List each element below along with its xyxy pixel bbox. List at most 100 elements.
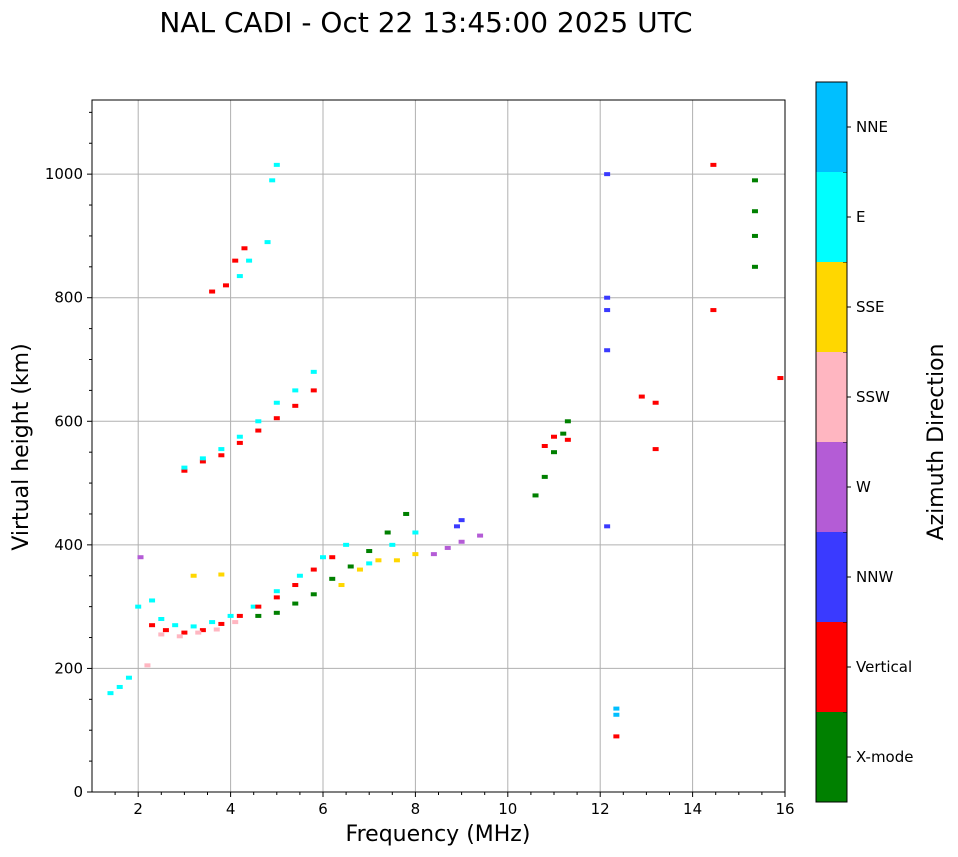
y-tick-label: 800 [54,289,83,307]
data-point-e [190,624,197,629]
x-axis-label: Frequency (MHz) [346,822,531,847]
data-point-nnw [604,524,611,529]
x-tick-label: 14 [683,800,702,818]
data-point-e [320,555,326,560]
data-point-ssw [176,634,183,639]
data-point-vertical [181,468,188,473]
data-point-vertical [638,394,645,399]
data-point-e [125,675,132,680]
x-tick-label: 16 [775,800,794,818]
data-point-x-mode [751,209,758,214]
data-point-x-mode [384,530,391,535]
data-point-x-mode [403,511,410,516]
data-point-e [135,604,142,609]
data-point-vertical [310,567,317,572]
data-point-sse [218,572,225,577]
y-tick-label: 0 [73,783,83,801]
data-point-vertical [236,440,243,445]
data-point-e [172,623,179,628]
colorbar-segment-sse [816,262,847,352]
data-point-ssw [158,632,165,637]
data-point-e [292,388,299,393]
data-point-e [218,447,225,452]
data-point-e [255,419,262,424]
data-point-vertical [273,595,280,600]
data-point-nnw [604,295,611,300]
colorbar-tick-label: SSE [856,298,885,316]
data-point-nne [613,712,620,717]
data-point-e [246,258,253,263]
data-point-x-mode [366,549,373,554]
data-point-vertical [710,162,717,167]
colorbar-tick-label: NNE [856,118,888,136]
colorbar-frame [815,81,848,803]
data-point-vertical [162,628,169,633]
data-point-vertical [232,258,239,263]
colorbar-segment-w [816,442,847,532]
y-tick-label: 400 [54,536,83,554]
data-point-vertical [255,604,262,609]
data-point-vertical [613,734,620,739]
data-point-x-mode [751,233,758,238]
x-tick-label: 2 [133,800,143,818]
data-point-e [209,620,216,625]
x-tick-label: 10 [498,800,517,818]
data-point-x-mode [255,613,262,618]
data-point-x-mode [541,474,548,479]
data-point-x-mode [751,264,758,269]
data-point-sse [338,583,345,588]
x-tick-label: 8 [411,800,421,818]
data-point-vertical [310,388,317,393]
colorbar-tick-label: E [856,208,865,226]
data-point-w [458,539,465,544]
x-axis-ticks: 2 4 6 8 10 12 14 16 [114,792,795,818]
data-point-x-mode [292,601,299,606]
colorbar-tick-label: W [856,478,871,496]
data-point-e [116,684,123,689]
data-point-w [477,533,484,538]
data-point-vertical [292,403,299,408]
colorbar-segment-x-mode [816,712,847,802]
colorbar-segment-vertical [816,622,847,712]
colorbar-segment-e [816,172,847,262]
data-point-x-mode [347,564,354,569]
colorbar-tick-label: SSW [856,388,890,406]
x-tick-label: 4 [226,800,236,818]
data-point-sse [190,573,197,578]
colorbar-segment-nne [816,82,847,172]
data-point-e [412,530,419,535]
data-point-x-mode [310,592,317,597]
data-point-e [389,542,396,547]
data-point-e [236,274,243,279]
data-point-e [273,589,280,594]
data-point-e [250,604,257,609]
data-marks [107,162,784,739]
data-point-e [310,369,317,374]
colorbar-segment-ssw [816,352,847,442]
data-point-vertical [181,630,188,635]
colorbar-segment-nnw [816,532,847,622]
data-point-vertical [652,400,659,405]
colorbar-tick-label: X-mode [856,748,913,766]
data-point-nnw [604,172,611,177]
data-point-e [269,178,276,183]
data-point-e [343,542,350,547]
data-point-e [273,162,280,167]
data-point-vertical [564,437,571,442]
data-point-vertical [255,428,262,433]
grid-lines [92,100,786,793]
data-point-vertical [218,621,225,626]
data-point-x-mode [329,576,336,581]
data-point-e [107,691,114,696]
data-point-vertical [149,623,156,628]
data-point-e [158,617,165,621]
data-point-vertical [218,453,225,458]
data-point-vertical [710,308,717,313]
data-point-vertical [199,628,206,633]
data-point-x-mode [751,178,758,183]
data-point-vertical [652,447,659,452]
colorbar-label: Azimuth Direction [924,343,949,540]
data-point-w [430,552,437,557]
data-point-e [149,598,156,603]
data-point-x-mode [532,493,539,498]
